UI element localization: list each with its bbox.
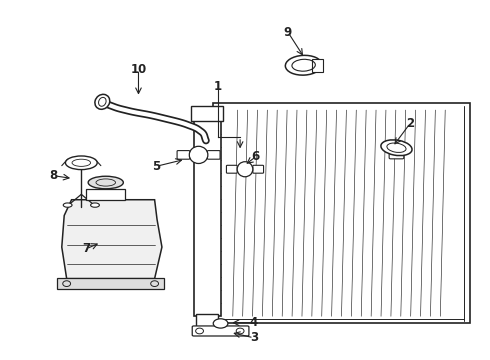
Ellipse shape (213, 319, 228, 328)
Text: 10: 10 (130, 63, 147, 76)
Polygon shape (62, 200, 162, 279)
Bar (191, 107, 223, 121)
Ellipse shape (285, 55, 322, 75)
Text: 9: 9 (284, 26, 292, 39)
FancyBboxPatch shape (389, 152, 404, 159)
Ellipse shape (237, 162, 253, 177)
Text: 2: 2 (406, 117, 414, 130)
Text: 5: 5 (152, 160, 160, 173)
Ellipse shape (91, 203, 99, 207)
FancyBboxPatch shape (177, 150, 190, 159)
Text: 4: 4 (250, 316, 258, 329)
Bar (194, 108, 220, 316)
Bar (213, 103, 470, 323)
FancyBboxPatch shape (207, 150, 220, 159)
FancyBboxPatch shape (192, 326, 249, 336)
Ellipse shape (95, 94, 110, 109)
Ellipse shape (381, 140, 412, 156)
Text: 8: 8 (49, 169, 58, 182)
Text: 3: 3 (250, 331, 258, 344)
Text: 1: 1 (214, 80, 222, 93)
FancyBboxPatch shape (253, 165, 264, 173)
Text: 6: 6 (252, 150, 260, 163)
Bar (196, 315, 218, 330)
Ellipse shape (63, 203, 72, 207)
Ellipse shape (88, 176, 123, 189)
Bar (57, 278, 164, 289)
Bar (313, 59, 323, 72)
Bar (86, 189, 125, 200)
Ellipse shape (66, 156, 97, 170)
FancyBboxPatch shape (226, 165, 237, 173)
Text: 7: 7 (82, 242, 90, 255)
Ellipse shape (189, 146, 208, 163)
